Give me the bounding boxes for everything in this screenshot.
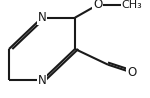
Text: O: O — [127, 66, 137, 79]
Text: CH₃: CH₃ — [122, 0, 142, 10]
Text: N: N — [38, 74, 46, 87]
Text: O: O — [93, 0, 102, 11]
Text: N: N — [38, 11, 46, 24]
